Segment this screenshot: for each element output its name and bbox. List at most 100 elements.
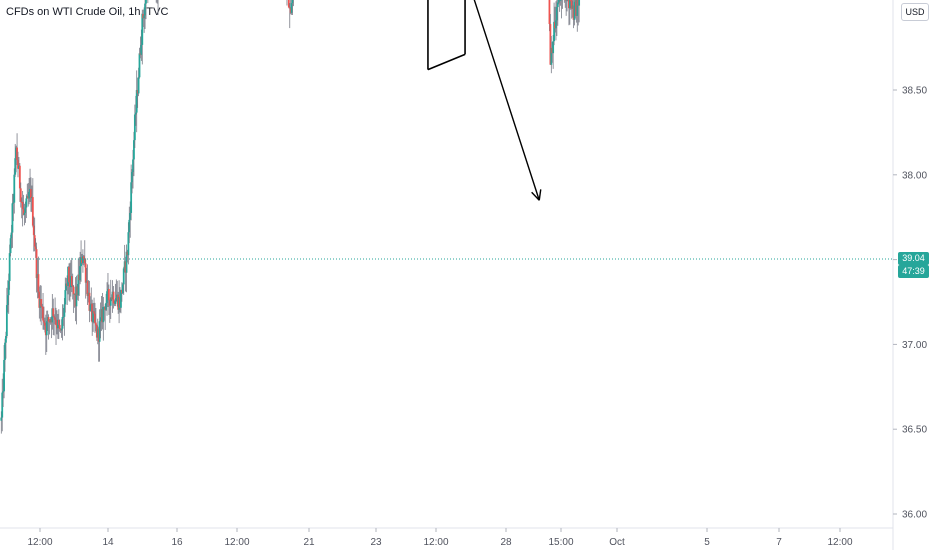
candle-body xyxy=(93,311,95,314)
candle-body xyxy=(25,198,28,208)
candle-body xyxy=(9,238,12,254)
candle-body xyxy=(62,316,65,318)
candle-body xyxy=(65,283,68,291)
candle-body xyxy=(74,293,77,307)
candle-body xyxy=(48,321,51,323)
candle-body xyxy=(554,21,556,29)
candle-body xyxy=(132,159,134,173)
candle-body xyxy=(41,306,44,308)
candle-body xyxy=(18,165,20,169)
candle-body xyxy=(30,188,32,199)
candle-body xyxy=(548,0,551,25)
currency-button[interactable]: USD xyxy=(901,3,929,21)
candles-layer xyxy=(0,0,581,434)
candle-body xyxy=(288,7,291,9)
candle-body xyxy=(92,311,95,323)
candle-body xyxy=(556,2,559,8)
candle-body xyxy=(141,14,144,45)
candle-body xyxy=(124,261,127,273)
candle-body xyxy=(550,47,553,65)
candle-body xyxy=(49,319,52,323)
candle-body xyxy=(121,284,124,294)
candle-body xyxy=(99,317,102,322)
candle-body xyxy=(43,320,45,323)
candle-body xyxy=(116,294,119,299)
candle-body xyxy=(42,306,44,321)
candle-body xyxy=(97,328,100,342)
candle-body xyxy=(96,328,99,338)
candle-body xyxy=(555,7,558,21)
candle-body xyxy=(106,291,108,303)
time-tick-label: 12:00 xyxy=(224,537,249,548)
candle-body xyxy=(552,41,555,54)
candle-body xyxy=(573,1,576,20)
candle-body xyxy=(140,44,143,55)
candle-body xyxy=(46,317,49,322)
time-tick-label: 12:00 xyxy=(27,537,52,548)
candle-body xyxy=(83,258,86,264)
candle-body xyxy=(82,256,84,264)
candle-body xyxy=(11,203,14,233)
candle-body xyxy=(133,140,135,160)
projection-arrow-head xyxy=(538,189,542,201)
candle-body xyxy=(94,313,96,323)
candle-body xyxy=(138,53,141,78)
candle-body xyxy=(95,325,98,338)
candle-body xyxy=(110,297,113,300)
candle-body xyxy=(120,290,122,308)
candle-body xyxy=(16,147,18,160)
candle-body xyxy=(575,0,578,16)
candle-body xyxy=(43,322,46,326)
candle-body xyxy=(114,301,117,304)
candle-body xyxy=(1,392,4,418)
candle-body xyxy=(135,89,138,113)
candle-body xyxy=(120,290,123,294)
candle-body xyxy=(8,253,11,282)
projection-arrow-head xyxy=(531,191,540,201)
candle-body xyxy=(67,266,69,286)
candle-body xyxy=(44,325,47,336)
candle-body xyxy=(69,282,71,288)
candle-body xyxy=(549,24,552,65)
candle-body xyxy=(37,274,40,292)
candle-body xyxy=(51,308,54,323)
candle-body xyxy=(58,324,61,330)
candle-body xyxy=(104,306,107,310)
candle-body xyxy=(98,321,101,342)
candle-body xyxy=(60,328,63,331)
candle-body xyxy=(119,296,121,308)
candle-body xyxy=(45,321,48,336)
candle-body xyxy=(72,286,75,295)
candle-body xyxy=(291,0,294,4)
candle-body xyxy=(109,297,112,306)
candle-body xyxy=(118,296,120,310)
candle-body xyxy=(111,291,114,300)
candle-body xyxy=(26,196,29,199)
candle-body xyxy=(76,286,79,296)
trend-line xyxy=(427,53,466,71)
time-axis-labels: 12:00 14 16 12:00 21 23 12:00 28 15:00 Oct 5 7 12:00 xyxy=(27,528,853,548)
candle-body xyxy=(3,359,5,392)
time-tick-label: 28 xyxy=(500,537,512,548)
candle-body xyxy=(553,21,555,42)
candle-body xyxy=(15,147,18,159)
candle-body xyxy=(29,188,31,192)
candle-body xyxy=(47,317,50,322)
chart-title: CFDs on WTI Crude Oil, 1h, TVC xyxy=(6,6,169,18)
candle-body xyxy=(90,303,93,305)
candle-body xyxy=(566,0,568,1)
candle-body xyxy=(63,304,66,317)
time-tick-label: 14 xyxy=(102,537,114,548)
candle-body xyxy=(126,251,129,256)
candle-body xyxy=(103,306,106,308)
price-tick-label: 36.50 xyxy=(902,425,927,436)
candle-body xyxy=(28,191,31,199)
candle-body xyxy=(40,299,43,307)
candle-body xyxy=(77,274,80,296)
candle-body xyxy=(21,201,24,210)
price-tick-label: 38.00 xyxy=(902,170,927,181)
candle-body xyxy=(22,209,25,215)
trendlines-layer xyxy=(427,0,542,201)
candle-body xyxy=(133,114,136,141)
